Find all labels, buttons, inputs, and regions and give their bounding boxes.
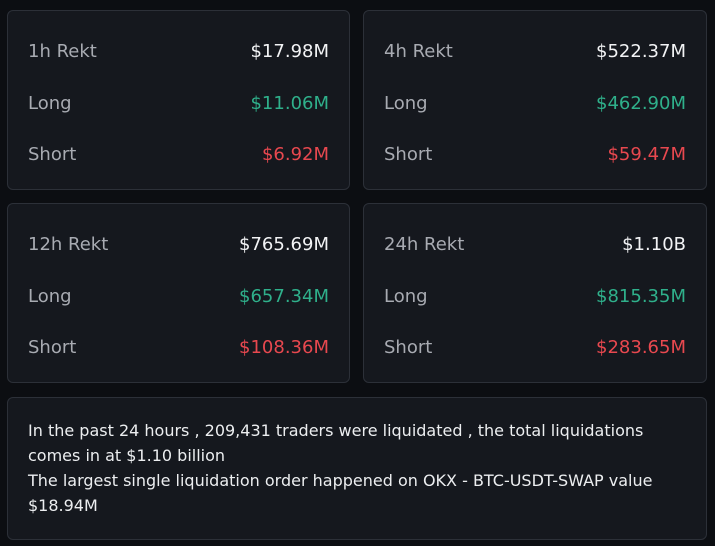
long-row: Long $815.35M xyxy=(384,284,686,308)
summary-line-largest-order: The largest single liquidation order hap… xyxy=(28,471,653,515)
card-title: 24h Rekt xyxy=(384,233,465,255)
total-liquidation-value: $17.98M xyxy=(250,40,329,62)
card-header: 1h Rekt $17.98M xyxy=(28,39,329,63)
long-row: Long $657.34M xyxy=(28,284,329,308)
long-label: Long xyxy=(28,285,72,307)
long-row: Long $11.06M xyxy=(28,91,329,115)
short-value: $59.47M xyxy=(607,143,686,165)
rekt-card-24h: 24h Rekt $1.10B Long $815.35M Short $283… xyxy=(363,203,707,383)
rekt-card-12h: 12h Rekt $765.69M Long $657.34M Short $1… xyxy=(7,203,350,383)
long-value: $462.90M xyxy=(596,92,686,114)
short-label: Short xyxy=(384,336,433,358)
long-label: Long xyxy=(28,92,72,114)
card-header: 24h Rekt $1.10B xyxy=(384,232,686,256)
long-label: Long xyxy=(384,285,428,307)
short-row: Short $6.92M xyxy=(28,142,329,166)
short-row: Short $283.65M xyxy=(384,335,686,359)
rekt-card-1h: 1h Rekt $17.98M Long $11.06M Short $6.92… xyxy=(7,10,350,190)
total-liquidation-value: $522.37M xyxy=(596,40,686,62)
card-title: 4h Rekt xyxy=(384,40,453,62)
total-liquidation-value: $765.69M xyxy=(239,233,329,255)
summary-line-traders-liquidated: In the past 24 hours , 209,431 traders w… xyxy=(28,421,644,465)
short-label: Short xyxy=(384,143,433,165)
short-label: Short xyxy=(28,143,77,165)
total-liquidation-value: $1.10B xyxy=(622,233,686,255)
short-row: Short $59.47M xyxy=(384,142,686,166)
long-row: Long $462.90M xyxy=(384,91,686,115)
card-header: 4h Rekt $522.37M xyxy=(384,39,686,63)
rekt-card-4h: 4h Rekt $522.37M Long $462.90M Short $59… xyxy=(363,10,707,190)
short-value: $6.92M xyxy=(261,143,329,165)
liquidation-summary-panel: In the past 24 hours , 209,431 traders w… xyxy=(7,397,707,540)
long-label: Long xyxy=(384,92,428,114)
short-value: $108.36M xyxy=(239,336,329,358)
short-row: Short $108.36M xyxy=(28,335,329,359)
long-value: $657.34M xyxy=(239,285,329,307)
long-value: $815.35M xyxy=(596,285,686,307)
card-header: 12h Rekt $765.69M xyxy=(28,232,329,256)
short-value: $283.65M xyxy=(596,336,686,358)
card-title: 1h Rekt xyxy=(28,40,97,62)
card-title: 12h Rekt xyxy=(28,233,109,255)
short-label: Short xyxy=(28,336,77,358)
long-value: $11.06M xyxy=(250,92,329,114)
